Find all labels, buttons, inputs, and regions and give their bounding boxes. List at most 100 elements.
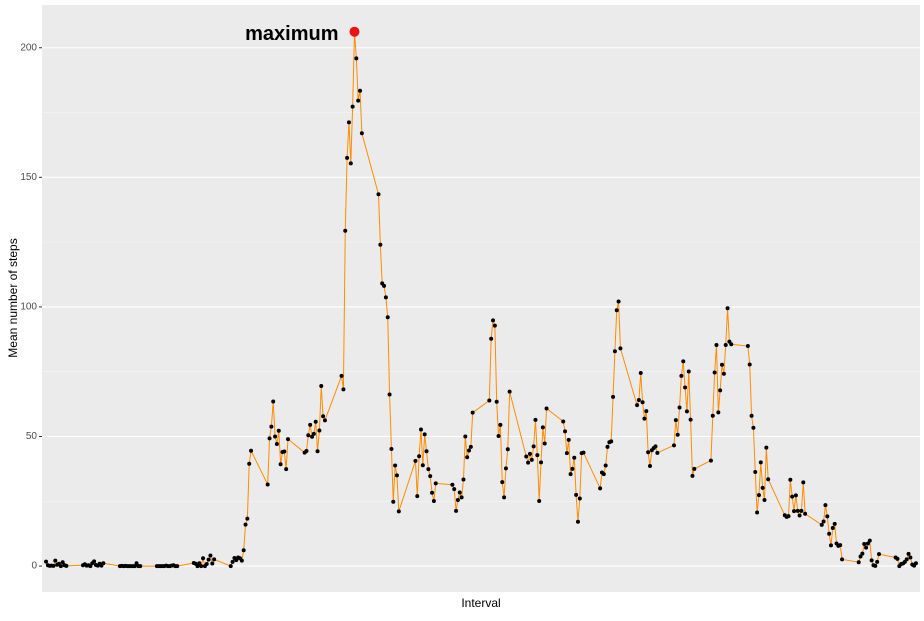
data-point (387, 392, 392, 397)
data-point (249, 448, 254, 453)
data-point (561, 419, 566, 424)
data-point (790, 494, 795, 499)
data-point (195, 564, 200, 569)
data-point (450, 482, 455, 487)
data-point (712, 370, 717, 375)
data-point (533, 417, 538, 422)
data-point (563, 429, 568, 434)
data-point (457, 490, 462, 495)
data-point (535, 453, 540, 458)
data-point (827, 531, 832, 536)
data-point (245, 516, 250, 521)
data-point (319, 383, 324, 388)
data-point (828, 543, 833, 548)
data-point (640, 400, 645, 405)
data-point (461, 477, 466, 482)
data-point (228, 564, 233, 569)
data-point (304, 449, 309, 454)
data-point (823, 503, 828, 508)
data-point (723, 343, 728, 348)
data-point (271, 399, 276, 404)
data-point (758, 460, 763, 465)
data-point (801, 480, 806, 485)
data-point (718, 388, 723, 393)
data-point (424, 449, 429, 454)
data-point (616, 299, 621, 304)
data-point (212, 557, 217, 562)
data-line (45, 31, 917, 568)
data-point (383, 295, 388, 300)
data-point (527, 451, 532, 456)
data-point (420, 463, 425, 468)
data-point (577, 496, 582, 501)
data-point (44, 559, 49, 564)
data-point (749, 413, 754, 418)
data-point (426, 467, 431, 472)
data-point (415, 494, 420, 499)
data-point (241, 548, 246, 553)
data-point (413, 458, 418, 463)
data-point (343, 228, 348, 233)
data-point (134, 561, 139, 566)
data-point (358, 88, 363, 93)
data-point (88, 564, 93, 569)
data-point (505, 447, 510, 452)
y-tick-label: 150 (20, 172, 37, 183)
data-point (906, 551, 911, 556)
data-point (267, 436, 272, 441)
data-point (317, 428, 322, 433)
data-point (431, 499, 436, 504)
data-point (58, 564, 63, 569)
data-point (175, 564, 180, 569)
data-point (644, 409, 649, 414)
data-point (708, 458, 713, 463)
data-point (315, 449, 320, 454)
data-point (378, 242, 383, 247)
data-point (875, 559, 880, 564)
data-point (265, 482, 270, 487)
data-point (544, 406, 549, 411)
data-point (745, 344, 750, 349)
data-point (492, 323, 497, 328)
data-point (721, 371, 726, 376)
data-point (690, 473, 695, 478)
data-point (348, 161, 353, 166)
data-point (322, 418, 327, 423)
data-point (210, 561, 215, 566)
data-point (710, 413, 715, 418)
data-point (208, 553, 213, 558)
data-point (468, 444, 473, 449)
data-point (686, 369, 691, 374)
data-point (766, 477, 771, 482)
data-point (306, 433, 311, 438)
max-point (349, 26, 360, 37)
data-point (282, 449, 287, 454)
data-point (720, 362, 725, 367)
data-point (566, 437, 571, 442)
panel (42, 5, 920, 592)
data-point (681, 359, 686, 364)
data-point (60, 560, 65, 565)
data-point (677, 405, 682, 410)
data-point (618, 346, 623, 351)
data-point (795, 508, 800, 513)
data-point (138, 564, 143, 569)
annotation: maximum (245, 23, 338, 45)
data-point (614, 308, 619, 313)
data-point (568, 472, 573, 477)
data-point (454, 508, 459, 513)
data-point (465, 455, 470, 460)
data-point (356, 98, 361, 103)
data-point (725, 306, 730, 311)
data-point (860, 551, 865, 556)
data-point (498, 422, 503, 427)
data-point (494, 399, 499, 404)
data-point (636, 397, 641, 402)
data-point (526, 460, 531, 465)
data-point (862, 542, 867, 547)
data-point (385, 315, 390, 320)
data-point (382, 283, 387, 288)
data-point (230, 559, 235, 564)
data-point (417, 454, 422, 459)
data-point (803, 511, 808, 516)
